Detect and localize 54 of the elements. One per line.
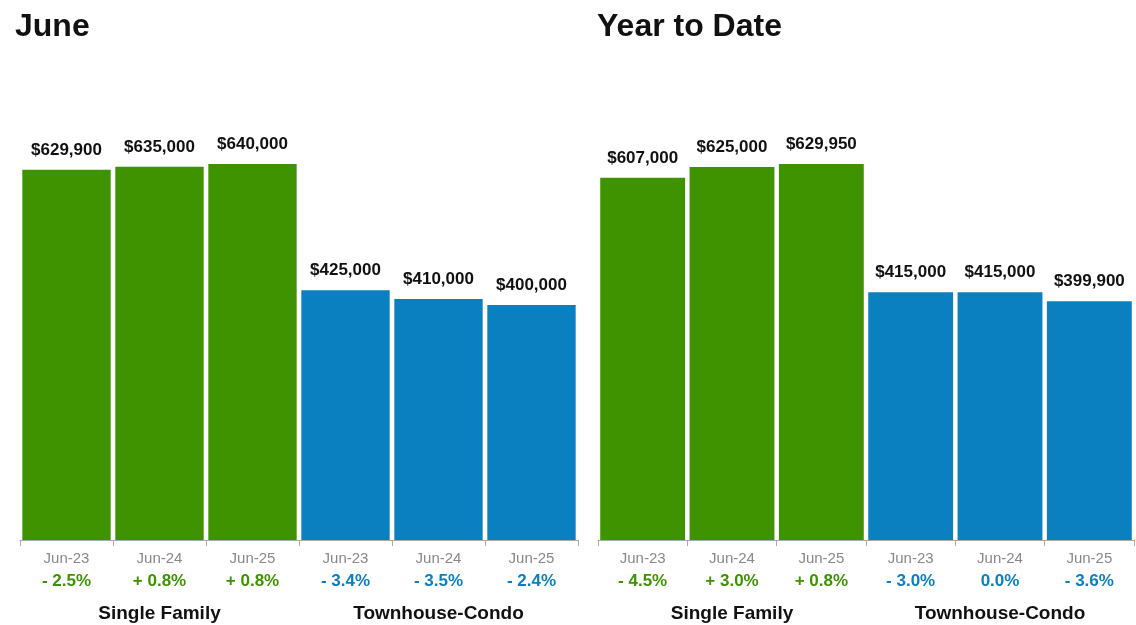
- x-tick-label: Jun-24: [709, 549, 755, 566]
- x-tick-label: Jun-23: [43, 549, 90, 566]
- bar: [957, 292, 1043, 540]
- text: + 0.8%: [225, 570, 280, 590]
- bar: [600, 177, 686, 540]
- x-tick-label: Jun-23: [322, 549, 369, 566]
- x-tick-label: Jun-25: [229, 549, 276, 566]
- text: - 2.4%: [506, 570, 557, 590]
- text: - 3.6%: [1064, 570, 1114, 590]
- x-tick-label: Jun-23: [887, 549, 934, 566]
- text: Townhouse-Condo: [914, 601, 1086, 623]
- bar: [1046, 301, 1132, 540]
- text: - 4.5%: [618, 570, 668, 590]
- x-tick-label: Jun-25: [1066, 549, 1113, 566]
- text: Single Family: [98, 601, 222, 623]
- data-label: $635,000: [124, 136, 195, 156]
- data-label: $607,000: [607, 147, 679, 167]
- bar: [778, 163, 864, 540]
- text: Townhouse-Condo: [353, 601, 524, 623]
- bar: [868, 292, 954, 540]
- bar: [22, 169, 111, 540]
- data-label: $629,950: [785, 133, 857, 153]
- x-tick-label: Jun-25: [798, 549, 845, 566]
- text: Single Family: [670, 601, 794, 623]
- data-label: $629,900: [31, 139, 102, 159]
- bar: [689, 166, 775, 540]
- text: + 0.8%: [794, 570, 849, 590]
- x-tick-label: Jun-24: [136, 549, 183, 566]
- text: + 0.8%: [132, 570, 187, 590]
- data-label: $415,000: [964, 262, 1036, 282]
- bar: [208, 163, 297, 540]
- x-tick-label: Jun-23: [619, 549, 666, 566]
- x-tick-label: Jun-24: [415, 549, 462, 566]
- chart-title: June: [15, 7, 90, 43]
- data-label: $399,900: [1053, 271, 1125, 291]
- data-label: $640,000: [217, 133, 288, 153]
- bar: [115, 166, 204, 540]
- text: 0.0%: [980, 570, 1020, 590]
- text: + 3.0%: [705, 570, 759, 590]
- text: - 3.5%: [413, 570, 464, 590]
- chart-title: Year to Date: [597, 7, 782, 43]
- data-label: $415,000: [875, 262, 947, 282]
- x-tick-label: Jun-25: [508, 549, 555, 566]
- text: - 2.5%: [41, 570, 92, 590]
- data-label: $410,000: [403, 269, 474, 289]
- text: - 3.0%: [886, 570, 936, 590]
- text: - 3.4%: [320, 570, 371, 590]
- data-label: $625,000: [696, 136, 768, 156]
- bar: [487, 304, 576, 540]
- data-label: $425,000: [310, 260, 381, 280]
- x-tick-label: Jun-24: [977, 549, 1023, 566]
- data-label: $400,000: [496, 274, 567, 294]
- bar: [301, 290, 390, 540]
- bar: [394, 299, 483, 540]
